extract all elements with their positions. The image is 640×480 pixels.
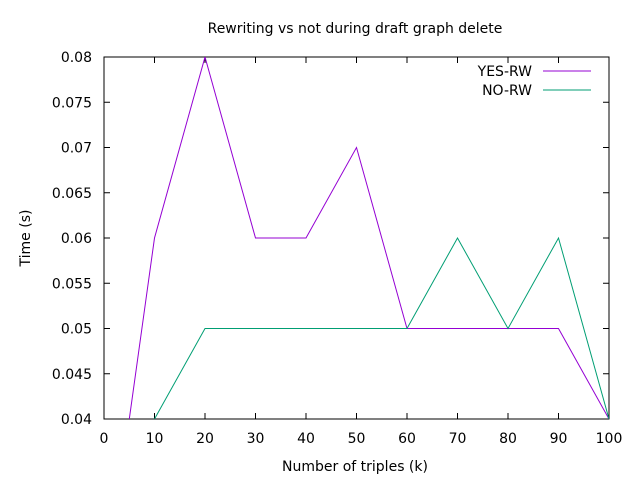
x-tick-label: 60 bbox=[398, 431, 416, 447]
y-tick-label: 0.075 bbox=[52, 95, 92, 111]
legend: YES-RW NO-RW bbox=[477, 64, 591, 99]
y-axis-label: Time (s) bbox=[18, 210, 34, 268]
x-tick-label: 70 bbox=[449, 431, 467, 447]
x-tick-label: 50 bbox=[348, 431, 366, 447]
x-tick-label: 100 bbox=[596, 431, 623, 447]
x-tick-label: 90 bbox=[550, 431, 568, 447]
y-tick-label: 0.05 bbox=[61, 322, 92, 338]
x-tick-label: 10 bbox=[146, 431, 164, 447]
series-layer bbox=[128, 57, 609, 419]
axes bbox=[103, 56, 610, 420]
y-tick-label: 0.045 bbox=[52, 367, 92, 383]
x-tick-label: 30 bbox=[247, 431, 265, 447]
y-tick-label: 0.06 bbox=[61, 231, 92, 247]
y-tick-label: 0.055 bbox=[52, 276, 92, 292]
x-tick-label: 40 bbox=[297, 431, 315, 447]
y-tick-label: 0.065 bbox=[52, 186, 92, 202]
y-tick-label: 0.08 bbox=[61, 50, 92, 66]
x-tick-label: 0 bbox=[100, 431, 109, 447]
y-tick-label: 0.07 bbox=[61, 141, 92, 157]
chart-title: Rewriting vs not during draft graph dele… bbox=[208, 21, 503, 37]
legend-label-no-rw: NO-RW bbox=[482, 83, 532, 99]
legend-label-yes-rw: YES-RW bbox=[477, 64, 532, 80]
ticks: 0 10 20 30 40 50 60 70 80 90 100 0.04 0.045 0.05 0.055… bbox=[52, 50, 622, 447]
series-line-yes-rw bbox=[128, 57, 609, 419]
series-line-no-rw bbox=[154, 236, 609, 419]
x-axis-label: Number of triples (k) bbox=[282, 459, 428, 475]
x-tick-label: 20 bbox=[196, 431, 214, 447]
x-tick-label: 80 bbox=[499, 431, 517, 447]
y-tick-label: 0.04 bbox=[61, 412, 92, 428]
plot-frame bbox=[103, 56, 610, 420]
